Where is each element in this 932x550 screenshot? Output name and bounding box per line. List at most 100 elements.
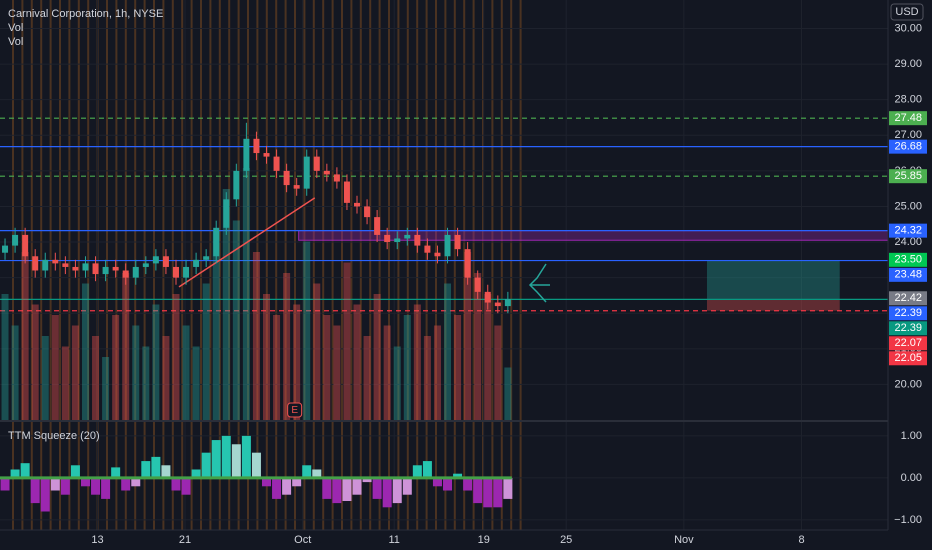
volume-bar xyxy=(353,304,361,420)
candle-body xyxy=(364,206,371,218)
squeeze-bar xyxy=(191,469,201,478)
session-band xyxy=(406,0,409,530)
squeeze-bar xyxy=(151,456,161,478)
y-tick-label: 0.00 xyxy=(901,472,922,484)
squeeze-bar xyxy=(201,452,211,478)
level-chip xyxy=(889,321,927,336)
volume-bar xyxy=(504,367,512,420)
squeeze-bar xyxy=(503,477,513,499)
session-band xyxy=(303,0,306,530)
x-tick-label: 11 xyxy=(389,534,400,546)
volume-bar xyxy=(273,315,281,420)
squeeze-bar xyxy=(352,477,362,495)
squeeze-bar xyxy=(231,444,241,478)
session-band xyxy=(510,0,513,530)
squeeze-bar xyxy=(101,477,111,499)
volume-bar xyxy=(92,336,100,420)
volume-bar xyxy=(252,252,260,420)
candle-body xyxy=(92,263,99,275)
overlay-label: Vol xyxy=(8,36,23,48)
squeeze-bar xyxy=(392,477,402,504)
squeeze-bar xyxy=(241,435,251,478)
candle-body xyxy=(263,153,270,157)
level-chip xyxy=(889,336,927,351)
candle-body xyxy=(273,156,280,171)
x-tick-label: Oct xyxy=(294,534,311,546)
squeeze-bar xyxy=(473,477,483,504)
squeeze-bar xyxy=(412,465,422,478)
squeeze-bar xyxy=(372,477,382,499)
volume-bar xyxy=(122,273,130,420)
session-band xyxy=(284,0,287,530)
session-band xyxy=(237,0,240,530)
squeeze-bar xyxy=(181,477,191,495)
session-band xyxy=(472,0,475,530)
y-tick-label: 30.00 xyxy=(894,22,922,34)
position-target xyxy=(706,260,840,300)
volume-bar xyxy=(494,325,502,420)
session-band xyxy=(77,0,80,530)
volume-bar xyxy=(242,168,250,420)
squeeze-bar xyxy=(342,477,352,502)
earnings-label: E xyxy=(291,405,298,416)
candle-body xyxy=(444,234,451,257)
volume-bar xyxy=(444,283,452,420)
volume-bar xyxy=(433,325,441,420)
squeeze-bar xyxy=(251,452,261,478)
y-tick-label: 28.00 xyxy=(894,94,922,106)
candle-body xyxy=(12,234,19,246)
session-band xyxy=(228,0,231,530)
candle-body xyxy=(394,238,401,243)
candle-body xyxy=(233,170,240,200)
squeeze-bar xyxy=(422,461,432,478)
volume-bar xyxy=(11,325,19,420)
volume-bar xyxy=(212,231,220,420)
level-chip xyxy=(889,139,927,154)
volume-bar xyxy=(393,346,401,420)
volume-bar xyxy=(51,315,59,420)
currency-box[interactable] xyxy=(890,3,924,21)
candle-body xyxy=(152,256,159,264)
session-band xyxy=(218,0,221,530)
squeeze-bar xyxy=(60,477,70,495)
level-label: 24.32 xyxy=(894,225,922,237)
x-tick-label: 19 xyxy=(478,534,490,546)
squeeze-bar xyxy=(272,477,282,499)
session-band xyxy=(388,0,390,530)
session-band xyxy=(519,0,522,530)
squeeze-bar xyxy=(322,477,332,499)
squeeze-bar xyxy=(50,477,60,491)
volume-bar xyxy=(423,336,431,420)
x-tick-label: 8 xyxy=(798,534,804,546)
volume-bar xyxy=(102,357,110,420)
level-chip xyxy=(889,111,927,126)
squeeze-bar xyxy=(332,477,342,504)
squeeze-bar xyxy=(161,465,171,478)
earnings-marker xyxy=(287,402,303,418)
level-label: 22.42 xyxy=(894,292,922,304)
squeeze-bar xyxy=(262,477,272,487)
squeeze-bar xyxy=(10,469,20,478)
volume-bar xyxy=(31,304,39,420)
candle-body xyxy=(112,266,119,271)
session-band xyxy=(171,0,174,530)
session-band xyxy=(115,0,118,530)
session-band xyxy=(331,0,334,530)
currency[interactable]: USD xyxy=(895,6,918,18)
session-band xyxy=(265,0,268,530)
candle-body xyxy=(374,217,381,235)
session-band xyxy=(12,0,14,530)
candle-body xyxy=(213,227,220,257)
y-tick-label: 20.00 xyxy=(894,378,922,390)
session-band xyxy=(181,0,184,530)
session-band xyxy=(40,0,43,530)
session-band xyxy=(294,0,296,530)
squeeze-bar xyxy=(493,477,503,508)
volume-bar xyxy=(413,304,421,420)
volume-bar xyxy=(383,325,391,420)
squeeze-bar xyxy=(362,477,372,483)
candle-body xyxy=(484,291,491,303)
candle-body xyxy=(102,266,109,275)
squeeze-bar xyxy=(20,463,30,478)
candle-body xyxy=(283,170,290,186)
